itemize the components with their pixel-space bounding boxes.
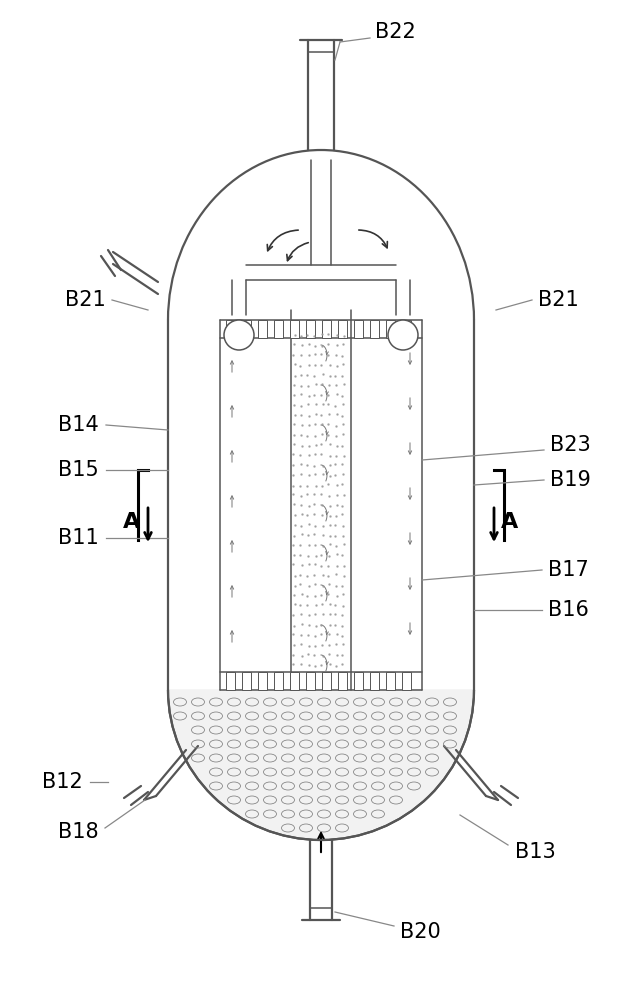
- Bar: [402, 672, 411, 690]
- Bar: [290, 672, 299, 690]
- Bar: [226, 672, 235, 690]
- Bar: [306, 672, 315, 690]
- Bar: [322, 672, 331, 690]
- Bar: [242, 672, 251, 690]
- Text: A: A: [501, 512, 519, 532]
- Text: B12: B12: [42, 772, 82, 792]
- Bar: [274, 672, 283, 690]
- Text: B17: B17: [548, 560, 588, 580]
- Bar: [338, 672, 347, 690]
- Bar: [274, 320, 283, 338]
- Text: B14: B14: [58, 415, 98, 435]
- Bar: [258, 320, 267, 338]
- Bar: [402, 320, 411, 338]
- Text: B20: B20: [399, 922, 440, 942]
- Bar: [226, 320, 235, 338]
- Bar: [258, 672, 267, 690]
- Text: B19: B19: [550, 470, 591, 490]
- Text: A: A: [123, 512, 141, 532]
- Bar: [386, 320, 395, 338]
- Bar: [338, 320, 347, 338]
- Bar: [242, 320, 251, 338]
- Polygon shape: [168, 690, 474, 840]
- Bar: [290, 320, 299, 338]
- Bar: [306, 320, 315, 338]
- Text: B15: B15: [58, 460, 98, 480]
- Text: B13: B13: [515, 842, 555, 862]
- Text: B22: B22: [375, 22, 415, 42]
- Text: B16: B16: [548, 600, 589, 620]
- Bar: [354, 672, 363, 690]
- Bar: [370, 320, 379, 338]
- Circle shape: [224, 320, 254, 350]
- Text: B18: B18: [58, 822, 98, 842]
- Circle shape: [388, 320, 418, 350]
- Text: B21: B21: [537, 290, 578, 310]
- Bar: [322, 320, 331, 338]
- Bar: [386, 672, 395, 690]
- Text: B23: B23: [550, 435, 591, 455]
- Text: B21: B21: [65, 290, 105, 310]
- Bar: [354, 320, 363, 338]
- Text: B11: B11: [58, 528, 98, 548]
- Bar: [370, 672, 379, 690]
